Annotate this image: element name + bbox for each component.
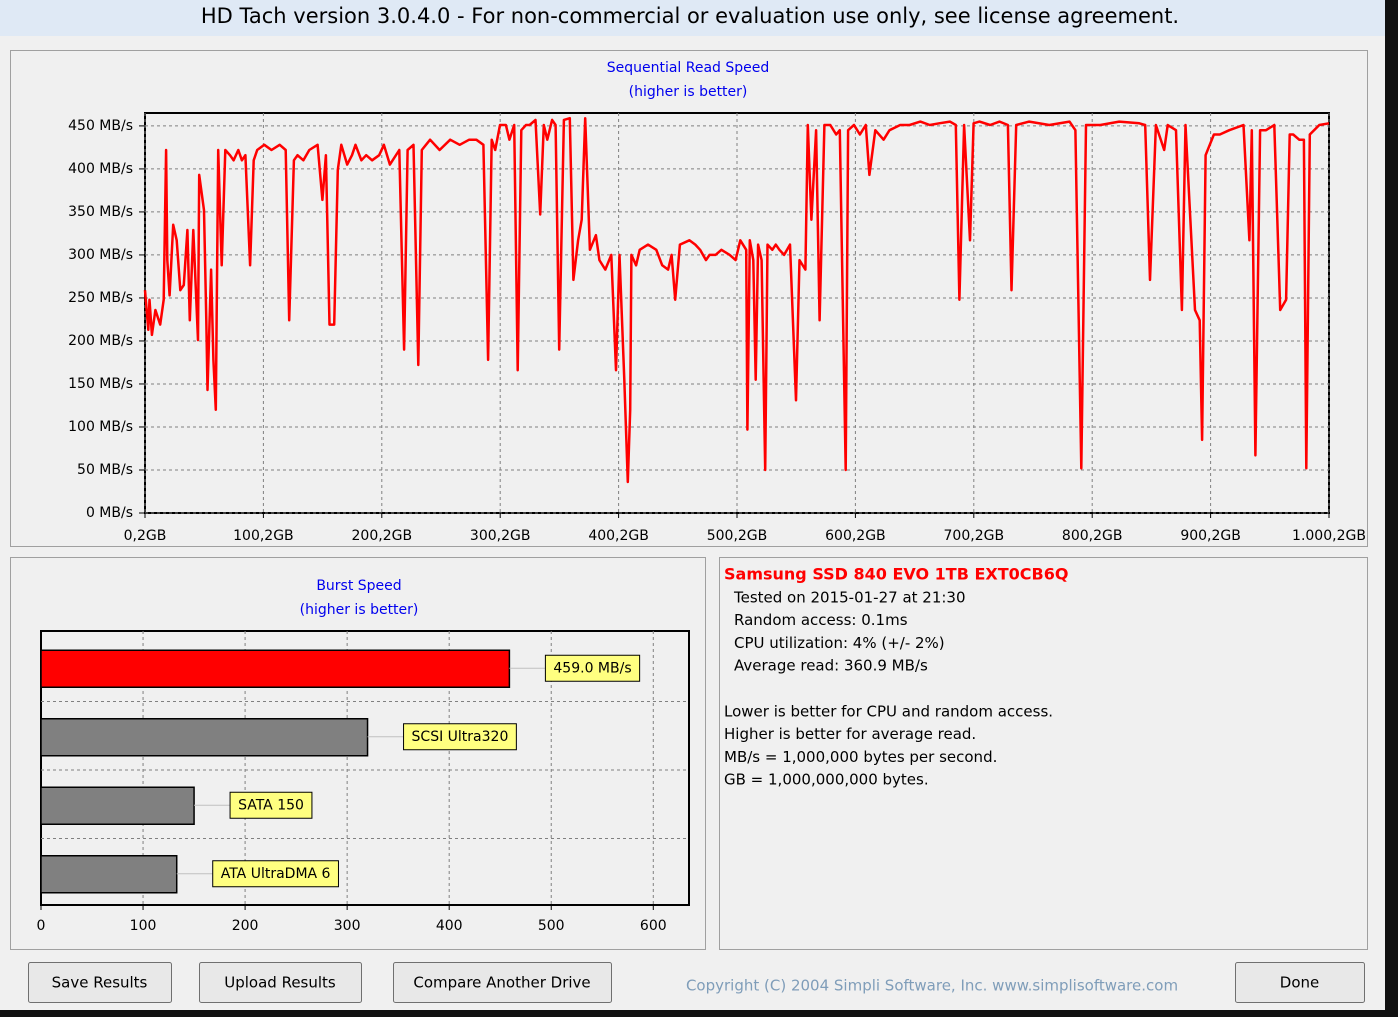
bar-label: 459.0 MB/s [553, 660, 631, 676]
bar [40, 855, 178, 894]
y-tick-label: 150 MB/s [68, 376, 133, 392]
x-tick-label: 200,2GB [352, 528, 413, 544]
info-line: Average read: 360.9 MB/s [734, 657, 928, 675]
info-line: Random access: 0.1ms [734, 611, 908, 629]
x-tick-label: 0 [37, 918, 46, 934]
x-tick-label: 300 [334, 918, 361, 934]
x-tick-label: 400,2GB [588, 528, 649, 544]
y-tick-label: 100 MB/s [68, 419, 133, 435]
label-box [403, 723, 517, 751]
y-tick-label: 0 MB/s [86, 505, 133, 521]
x-tick-label: 800,2GB [1062, 528, 1123, 544]
info-note: MB/s = 1,000,000 bytes per second. [724, 748, 997, 766]
copyright: Copyright (C) 2004 Simpli Software, Inc.… [686, 977, 1178, 995]
bar-label: SATA 150 [238, 797, 304, 813]
y-tick-label: 200 MB/s [68, 333, 133, 349]
chart-subtitle: (higher is better) [300, 602, 419, 618]
x-tick-label: 0,2GB [124, 528, 167, 544]
button-label[interactable]: Save Results [52, 974, 148, 992]
x-tick-label: 1.000,2GB [1292, 528, 1366, 544]
y-tick-label: 350 MB/s [68, 204, 133, 220]
x-tick-label: 600 [640, 918, 667, 934]
button[interactable] [28, 962, 172, 1003]
chart-title: Burst Speed [316, 578, 401, 594]
x-tick-label: 900,2GB [1180, 528, 1241, 544]
bar-label: ATA UltraDMA 6 [221, 866, 331, 882]
info-note: Higher is better for average read. [724, 725, 976, 743]
button[interactable] [1235, 962, 1365, 1003]
x-tick-label: 100 [130, 918, 157, 934]
x-tick-label: 100,2GB [233, 528, 294, 544]
bar [40, 718, 369, 757]
label-box [212, 860, 339, 888]
button-label[interactable]: Done [1280, 974, 1319, 992]
label-box [229, 791, 313, 819]
y-tick-label: 50 MB/s [77, 462, 133, 478]
x-tick-label: 200 [232, 918, 259, 934]
button[interactable] [393, 962, 612, 1003]
x-tick-label: 500,2GB [707, 528, 768, 544]
chart-subtitle: (higher is better) [629, 84, 748, 100]
label-box [544, 654, 641, 682]
y-tick-label: 250 MB/s [68, 290, 133, 306]
bar [40, 649, 511, 688]
y-tick-label: 300 MB/s [68, 247, 133, 263]
chart-title: Sequential Read Speed [607, 60, 770, 76]
y-tick-label: 450 MB/s [68, 118, 133, 134]
info-line: Tested on 2015-01-27 at 21:30 [733, 589, 966, 607]
info-note: Lower is better for CPU and random acces… [724, 703, 1053, 721]
x-tick-label: 600,2GB [825, 528, 886, 544]
button-label[interactable]: Compare Another Drive [413, 974, 590, 992]
bar-label: SCSI Ultra320 [412, 729, 509, 745]
button[interactable] [199, 962, 362, 1003]
info-line: CPU utilization: 4% (+/- 2%) [734, 634, 945, 652]
x-tick-label: 300,2GB [470, 528, 531, 544]
title-bar [0, 0, 1385, 36]
x-tick-label: 700,2GB [944, 528, 1005, 544]
drive-name: Samsung SSD 840 EVO 1TB EXT0CB6Q [724, 565, 1068, 584]
x-tick-label: 400 [436, 918, 463, 934]
y-tick-label: 400 MB/s [68, 161, 133, 177]
bar [40, 786, 195, 825]
x-tick-label: 500 [538, 918, 565, 934]
info-panel [719, 557, 1368, 950]
button-label[interactable]: Upload Results [224, 974, 336, 992]
info-note: GB = 1,000,000,000 bytes. [724, 771, 929, 789]
read-speed-line [143, 116, 1330, 484]
window-title: HD Tach version 3.0.4.0 - For non-commer… [201, 4, 1179, 28]
